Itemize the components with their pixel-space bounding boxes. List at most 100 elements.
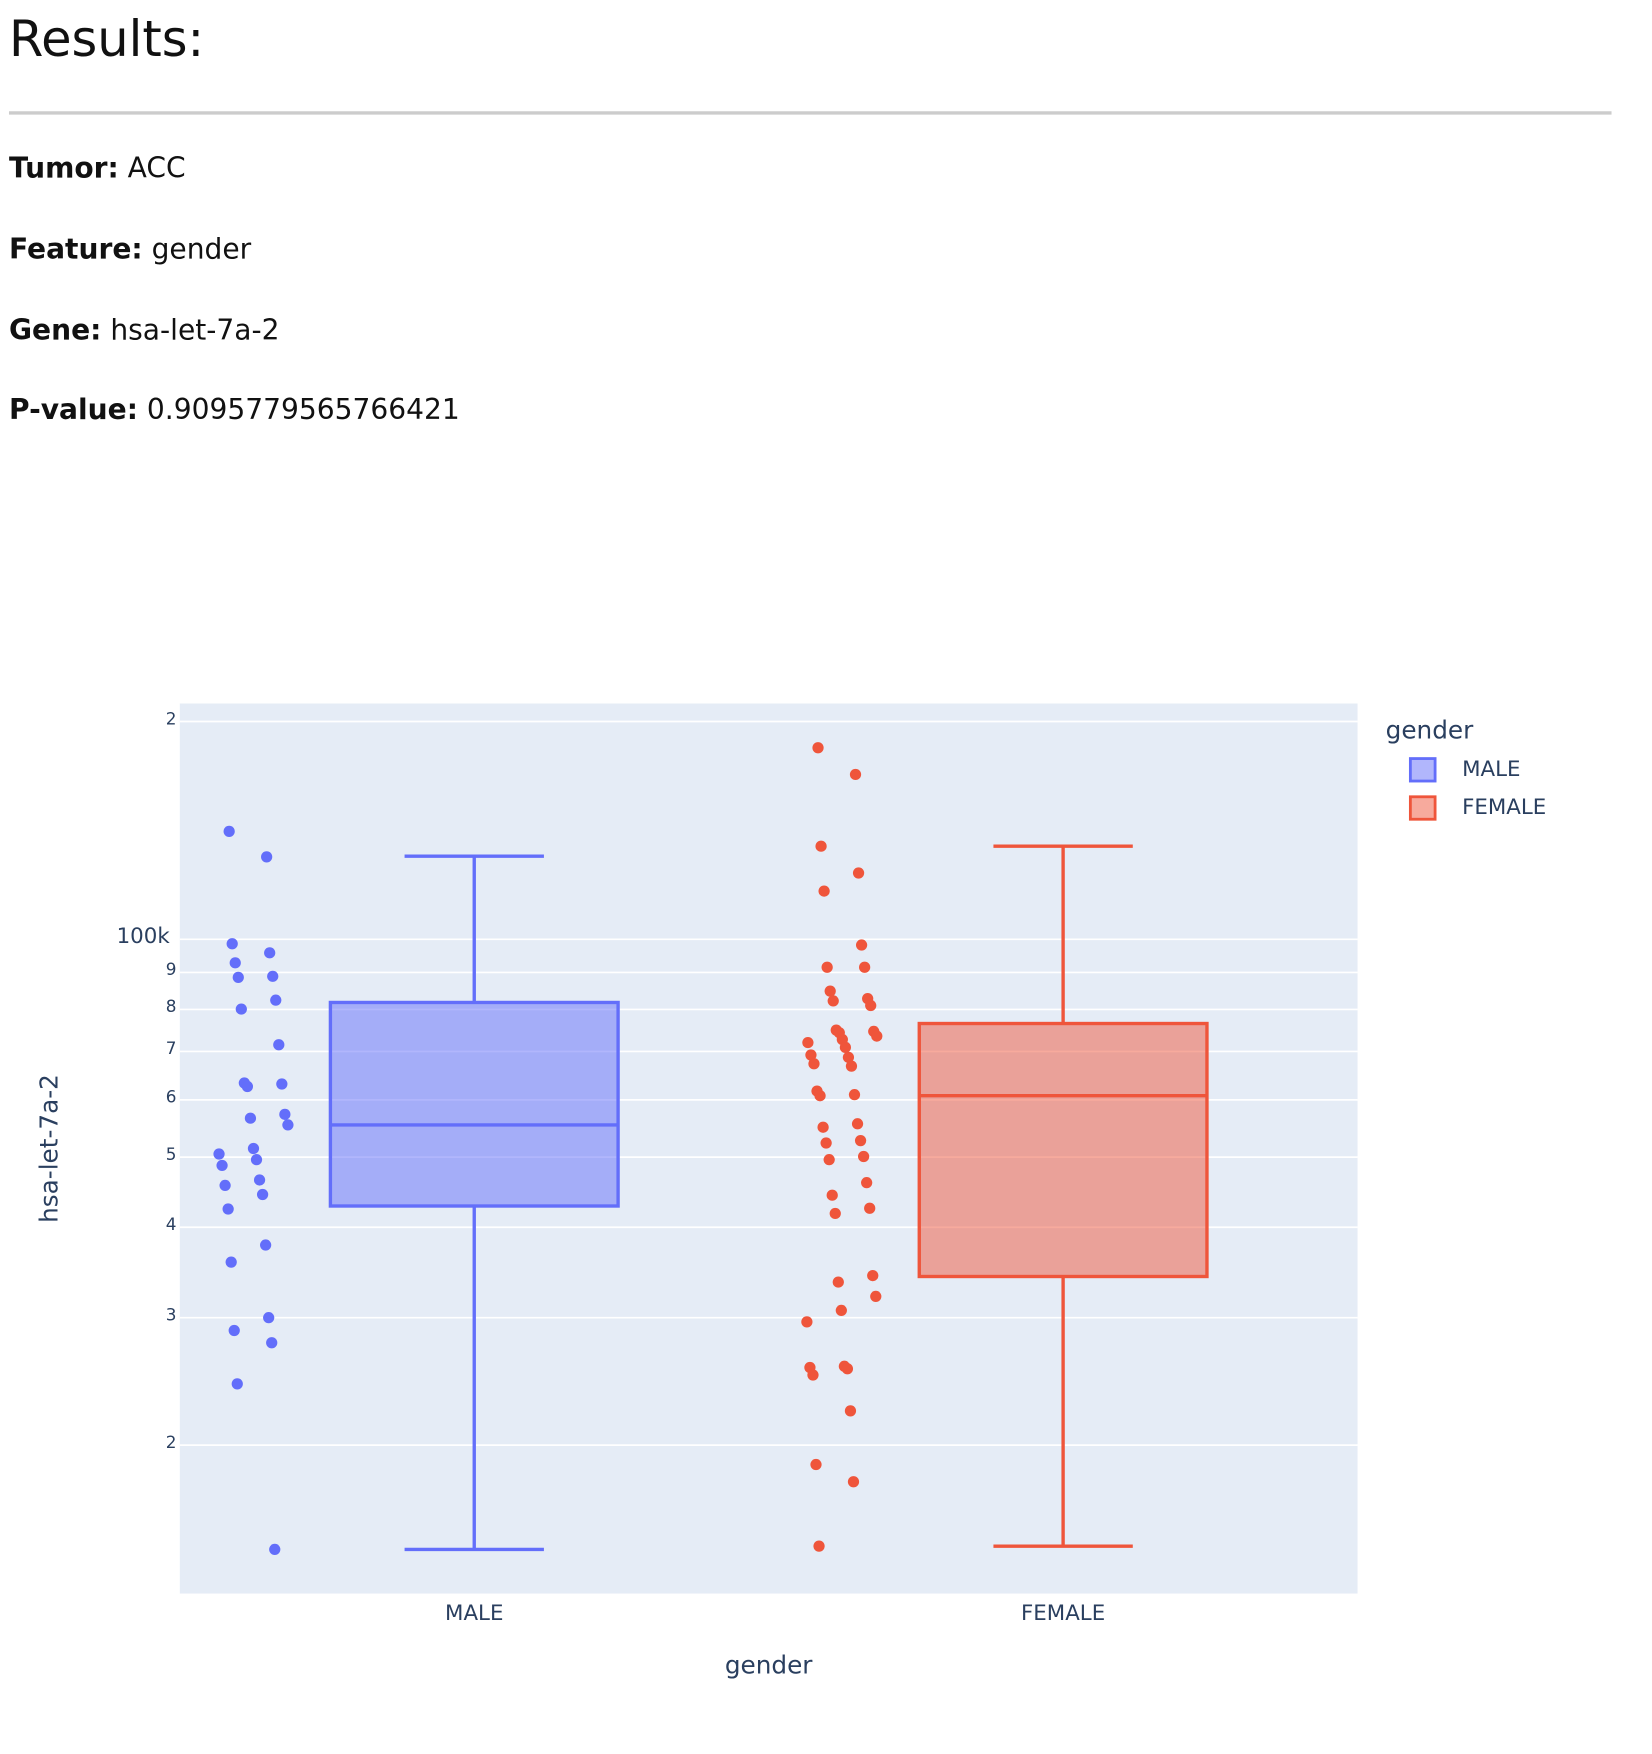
data-point (276, 1078, 288, 1090)
field: Gene: hsa-let-7a-2 (9, 314, 280, 347)
y-tick-label: 5 (166, 1144, 177, 1164)
data-point (266, 1337, 278, 1349)
data-point (871, 1030, 883, 1042)
x-tick-label: FEMALE (1021, 1601, 1105, 1626)
field-label: Tumor: (8, 151, 119, 185)
x-tick-label: MALE (445, 1601, 503, 1626)
data-point (231, 1378, 243, 1390)
y-tick-label: 4 (166, 1214, 177, 1234)
field-value: 0.9095779565766421 (146, 393, 460, 426)
y-tick-label: 7 (166, 1038, 177, 1058)
data-point (264, 947, 276, 959)
data-point (228, 1324, 240, 1337)
y-axis-title: hsa-let-7a-2 (35, 1074, 64, 1223)
y-tick-label: 9 (166, 959, 177, 979)
data-point (865, 999, 877, 1012)
data-point (232, 971, 244, 983)
data-point (282, 1119, 294, 1131)
field: P-value: 0.9095779565766421 (9, 393, 460, 426)
data-point (821, 961, 833, 973)
data-point (852, 867, 865, 879)
data-point (813, 1540, 825, 1552)
data-point (235, 1003, 247, 1015)
y-tick-label: 100k (117, 924, 171, 949)
data-point (832, 1276, 844, 1288)
data-point (849, 768, 862, 781)
page-title: Results: (8, 11, 205, 69)
data-point (801, 1316, 813, 1328)
data-point (808, 1058, 820, 1070)
data-point (854, 1135, 867, 1147)
data-point (267, 970, 279, 982)
data-point (223, 825, 235, 837)
data-point (253, 1174, 266, 1186)
data-point (839, 1041, 852, 1054)
y-tick-label: 2 (166, 708, 177, 728)
data-point (851, 1118, 864, 1130)
field-label: Gene: (8, 313, 102, 347)
data-point (273, 1039, 285, 1051)
data-point (855, 939, 868, 951)
data-point (219, 1179, 231, 1192)
data-point (241, 1080, 254, 1093)
divider (8, 111, 1612, 115)
data-point (810, 1458, 822, 1471)
field-value: hsa-let-7a-2 (110, 313, 280, 347)
data-point (826, 1189, 838, 1201)
data-point (848, 1089, 861, 1101)
data-point (817, 1121, 829, 1133)
field-label: P-value: (8, 393, 138, 426)
data-point (844, 1405, 857, 1417)
data-point (261, 851, 273, 863)
data-point (247, 1142, 260, 1155)
data-point (820, 1137, 832, 1149)
data-point (861, 1177, 873, 1189)
data-point (841, 1363, 854, 1375)
y-tick-label: 3 (166, 1304, 177, 1324)
x-axis-title: gender (725, 1651, 813, 1680)
data-point (818, 885, 830, 897)
data-point (802, 1036, 814, 1049)
data-point (835, 1304, 847, 1317)
field-value: ACC (127, 151, 186, 185)
data-point (244, 1112, 257, 1124)
data-point (222, 1203, 234, 1215)
data-point (807, 1369, 819, 1381)
data-point (263, 1312, 275, 1324)
y-tick-label: 2 (166, 1432, 177, 1452)
field: Tumor: ACC (9, 152, 186, 185)
data-point (225, 1256, 237, 1268)
data-point (270, 994, 282, 1006)
box (328, 1000, 620, 1208)
data-point (216, 1159, 228, 1172)
y-tick-label: 8 (166, 996, 177, 1016)
data-point (864, 1202, 876, 1214)
field: Feature: gender (9, 233, 251, 266)
data-point (815, 840, 827, 852)
legend-label: MALE (1462, 757, 1520, 782)
data-point (847, 1476, 860, 1488)
data-point (805, 1049, 817, 1061)
data-point (845, 1060, 858, 1072)
data-point (229, 957, 241, 969)
data-point (823, 1154, 835, 1166)
data-point (824, 985, 836, 997)
data-point (260, 1239, 272, 1251)
legend-label: FEMALE (1462, 795, 1546, 820)
data-point (829, 1207, 841, 1220)
field-label: Feature: (8, 232, 143, 266)
data-point (213, 1148, 225, 1160)
data-point (859, 961, 871, 973)
legend-swatch (1408, 757, 1437, 783)
data-point (226, 938, 238, 950)
data-point (867, 1269, 879, 1282)
data-point (814, 1090, 826, 1102)
data-point (812, 742, 824, 754)
data-point (279, 1108, 291, 1120)
data-point (256, 1188, 269, 1201)
data-point (870, 1290, 882, 1303)
y-tick-label: 6 (166, 1087, 177, 1107)
